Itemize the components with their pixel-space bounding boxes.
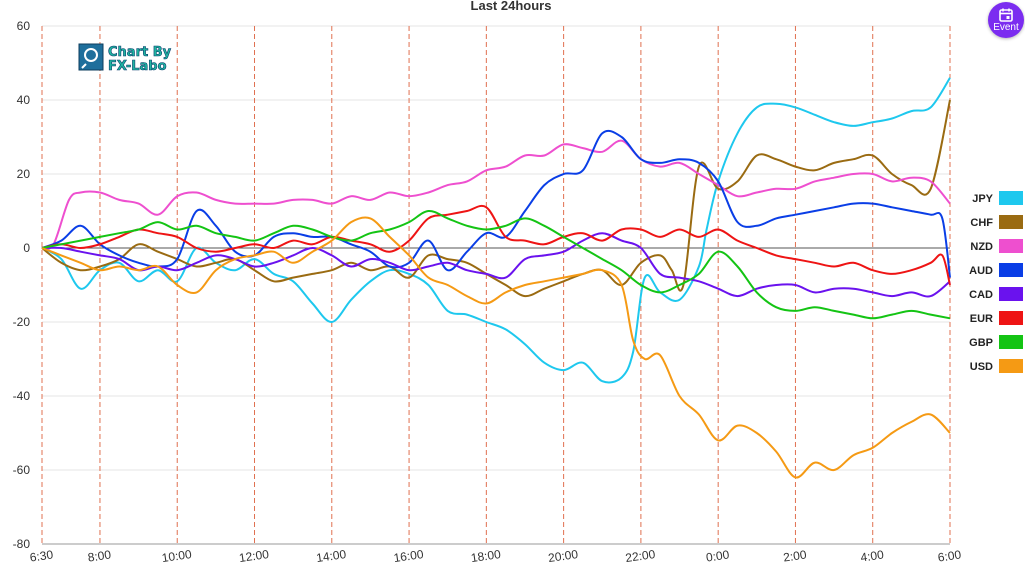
legend-swatch-chf — [999, 215, 1023, 229]
x-tick-label: 6:00 — [937, 547, 962, 564]
x-tick-label: 0:00 — [705, 547, 730, 564]
y-tick-label: -80 — [13, 537, 31, 551]
series-line-nzd — [41, 139, 951, 250]
legend-swatch-cad — [999, 287, 1023, 301]
logo-line1: Chart By — [108, 45, 172, 60]
y-tick-label: -60 — [13, 463, 31, 477]
x-tick-label: 22:00 — [624, 547, 656, 565]
x-tick-label: 10:00 — [161, 547, 193, 565]
series-line-chf — [41, 99, 951, 298]
magnifier-handle — [81, 63, 87, 69]
logo-line2: FX-Labo — [108, 59, 167, 74]
event-button[interactable]: Event — [988, 2, 1024, 38]
legend-swatch-aud — [999, 263, 1023, 277]
y-tick-label: 40 — [17, 93, 31, 107]
x-tick-label: 2:00 — [782, 547, 807, 564]
legend-label-gbp: GBP — [969, 337, 993, 349]
x-axis-ticks: 6:30 8:00 10:00 12:00 14:00 16:00 18:00 20:00 22… — [29, 547, 962, 565]
y-tick-label: 20 — [17, 167, 31, 181]
legend-label-eur: EUR — [970, 313, 993, 325]
series-line-aud — [41, 129, 951, 278]
x-tick-label: 16:00 — [393, 547, 425, 565]
calendar-icon — [999, 8, 1013, 22]
y-tick-label: 0 — [23, 241, 30, 255]
y-tick-label: 60 — [17, 19, 31, 33]
series-line-usd — [41, 216, 951, 479]
legend-swatch-eur — [999, 311, 1023, 325]
x-tick-label: 4:00 — [860, 547, 885, 564]
y-tick-label: -20 — [13, 315, 31, 329]
legend-swatch-nzd — [999, 239, 1023, 253]
legend-label-nzd: NZD — [970, 241, 993, 253]
series-line-cad — [41, 232, 951, 298]
x-tick-label: 20:00 — [547, 547, 579, 565]
legend-swatch-usd — [999, 359, 1023, 373]
legend-label-cad: CAD — [969, 289, 993, 301]
grid — [42, 25, 950, 545]
x-tick-label: 6:30 — [29, 547, 54, 564]
y-tick-label: -40 — [13, 389, 31, 403]
x-tick-label: 18:00 — [470, 547, 502, 565]
legend-label-aud: AUD — [969, 265, 993, 277]
legend-swatch-jpy — [999, 191, 1023, 205]
legend-label-usd: USD — [970, 361, 993, 373]
legend-label-jpy: JPY — [972, 193, 993, 205]
x-tick-label: 12:00 — [238, 547, 270, 565]
chart-title: Last 24hours — [471, 0, 552, 13]
series-lines — [41, 77, 951, 479]
legend-swatch-gbp — [999, 335, 1023, 349]
x-tick-label: 14:00 — [315, 547, 347, 565]
y-axis-ticks: 60 40 20 0 -20 -40 -60 -80 — [13, 19, 31, 551]
legend-label-chf: CHF — [970, 217, 993, 229]
series-line-eur — [41, 204, 951, 286]
series-line-jpy — [41, 77, 951, 384]
logo: Chart By FX-Labo — [78, 43, 172, 74]
event-button-label: Event — [993, 21, 1019, 33]
legend: JPY CHF NZD AUD CAD EUR GBP USD — [969, 191, 1023, 373]
series-line-gbp — [41, 209, 951, 320]
magnifier-lens — [84, 48, 98, 62]
x-tick-label: 8:00 — [87, 547, 112, 564]
